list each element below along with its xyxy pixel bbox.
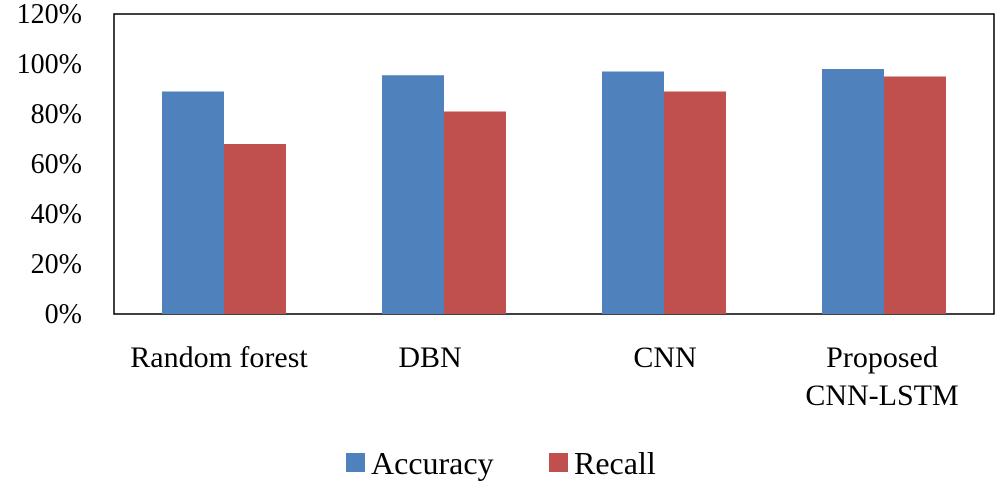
x-axis-category-labels: Random forest DBN CNN Proposed CNN-LSTM [130, 341, 958, 412]
bar-accuracy-1 [382, 75, 444, 314]
bar-recall-0 [224, 144, 286, 314]
y-axis-ticks: 0% 20% 40% 60% 80% 100% 120% [17, 0, 82, 330]
y-tick-label: 120% [17, 0, 82, 30]
x-category-label-line: DBN [398, 341, 461, 374]
y-tick-label: 40% [31, 199, 82, 230]
bar-accuracy-2 [602, 71, 664, 314]
legend-swatch-accuracy [346, 453, 365, 472]
plot-area-frame [113, 13, 995, 315]
x-category-label: CNN [633, 341, 696, 374]
legend-label-recall: Recall [574, 445, 656, 481]
x-category-label: DBN [398, 341, 461, 374]
x-category-label: Random forest [130, 341, 308, 374]
bar-accuracy-0 [162, 91, 224, 314]
legend: Accuracy Recall [346, 445, 656, 481]
y-tick-label: 80% [31, 99, 82, 130]
y-tick-label: 60% [31, 149, 82, 180]
x-category-label-line: Proposed [826, 341, 938, 374]
legend-label-accuracy: Accuracy [371, 445, 494, 481]
x-category-label-line: Random forest [130, 341, 308, 374]
x-category-label-line: CNN [633, 341, 696, 374]
x-category-label: Proposed CNN-LSTM [805, 341, 958, 412]
bars [162, 69, 946, 314]
y-tick-label: 100% [17, 49, 82, 80]
y-tick-label: 20% [31, 249, 82, 280]
x-category-label-line: CNN-LSTM [805, 379, 958, 412]
bar-accuracy-3 [822, 69, 884, 314]
bar-recall-2 [664, 91, 726, 314]
legend-swatch-recall [549, 453, 568, 472]
y-tick-label: 0% [45, 299, 82, 330]
bar-recall-3 [884, 76, 946, 314]
bar-recall-1 [444, 111, 506, 314]
